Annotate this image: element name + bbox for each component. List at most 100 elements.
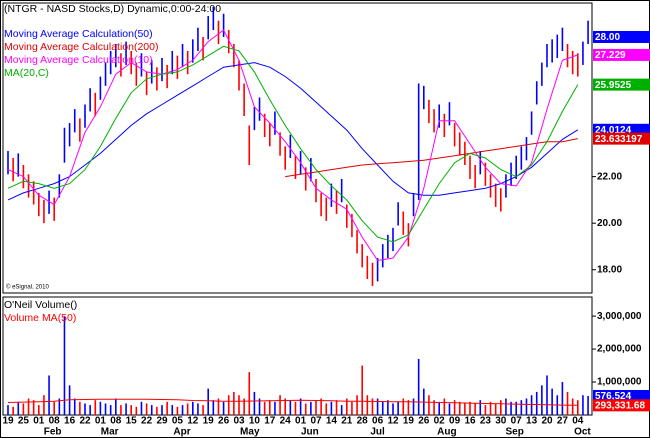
footnote: © eSignal, 2010 (6, 284, 49, 291)
volume-bar (566, 391, 569, 415)
volume-bar (73, 398, 76, 415)
y-tick-label: 22.00 (597, 171, 622, 182)
ma-value-box (593, 78, 650, 91)
volume-bar (535, 391, 538, 415)
volume-bar (181, 405, 184, 415)
x-tick-label: 06 (372, 416, 384, 427)
volume-bar (99, 401, 102, 415)
volume-bar (238, 395, 240, 415)
x-tick-label: 05 (172, 416, 184, 427)
volume-bar (27, 398, 30, 415)
volume-bar (38, 405, 40, 415)
y-tick-label: 3,000,000 (597, 311, 642, 322)
volume-bar (17, 401, 20, 415)
x-tick-label: 08 (49, 416, 61, 427)
x-tick-label: 04 (572, 416, 584, 427)
volume-bar (397, 401, 399, 415)
ma-volume-value: 293,331.68 (595, 400, 645, 411)
volume-bar (346, 398, 348, 415)
volume-bar (222, 401, 225, 415)
ma-value-box (593, 132, 650, 145)
volume-bar (525, 398, 528, 415)
volume-bar (381, 401, 384, 415)
ma-line (285, 138, 578, 178)
month-label: Oct (574, 427, 591, 438)
ma-value: 23.633197 (595, 134, 643, 145)
x-tick-label: 26 (218, 416, 230, 427)
y-tick-label: 18.00 (597, 264, 622, 275)
volume-bar (335, 400, 338, 415)
volume-title: O'Neil Volume() (4, 299, 77, 311)
volume-bar (500, 400, 502, 415)
volume-bar (135, 406, 138, 415)
ma-value-box (593, 48, 650, 61)
volume-bar (505, 398, 507, 415)
volume-bar (145, 403, 148, 415)
ma-volume-value-box (593, 399, 650, 412)
x-tick-label: 27 (557, 416, 569, 427)
y-tick-label: 2,000,000 (597, 344, 642, 355)
x-tick-label: 29 (156, 416, 168, 427)
x-tick-label: 13 (526, 416, 538, 427)
x-tick-label: 19 (403, 416, 415, 427)
ma-value: 25.9525 (595, 80, 632, 91)
volume-bar (22, 403, 25, 415)
volume-bar (279, 395, 281, 415)
y-tick-label: 20.00 (597, 218, 622, 229)
month-label: Sep (505, 427, 523, 438)
volume-bar (453, 400, 456, 415)
x-tick-label: 03 (233, 416, 245, 427)
volume-bar (207, 388, 209, 415)
month-label: Mar (101, 427, 119, 438)
volume-bar (269, 400, 271, 415)
x-tick-label: 12 (187, 416, 199, 427)
volume-bar (171, 405, 174, 415)
volume-bar (263, 401, 266, 415)
volume-bar (192, 401, 194, 415)
legend-entry: Volume MA(50) (4, 312, 76, 324)
volume-bar (63, 316, 66, 415)
volume-bar (489, 401, 492, 415)
volume-bar (79, 401, 81, 415)
volume-bar (186, 403, 189, 415)
volume-bar (366, 395, 369, 415)
volume-bar (289, 400, 292, 415)
ma-line (7, 45, 579, 243)
volume-bar (417, 358, 420, 415)
x-tick-label: 20 (541, 416, 553, 427)
x-tick-label: 17 (264, 416, 276, 427)
volume-bar (130, 405, 132, 415)
x-tick-label: 02 (434, 416, 446, 427)
volume-bar (12, 406, 14, 415)
x-tick-label: 07 (511, 416, 523, 427)
month-label: May (240, 427, 260, 438)
volume-bar (330, 401, 333, 415)
x-tick-label: 16 (64, 416, 76, 427)
volume-bar (43, 395, 45, 415)
volume-panel (2, 296, 593, 416)
price-panel (2, 2, 593, 294)
month-label: Jul (370, 427, 385, 438)
volume-bar (48, 375, 50, 415)
ma-value-box (593, 123, 650, 136)
x-tick-label: 10 (249, 416, 261, 427)
x-tick-label: 26 (418, 416, 430, 427)
x-tick-label: 12 (387, 416, 399, 427)
volume-bar (351, 401, 353, 415)
volume-bar (109, 405, 112, 415)
volume-bar (156, 406, 158, 415)
y-tick-label: 1,000,000 (597, 377, 642, 388)
volume-bar (84, 403, 86, 415)
volume-bar (315, 400, 317, 415)
volume-bar (392, 403, 394, 415)
volume-bar (115, 398, 117, 415)
volume-bar (58, 398, 61, 415)
ma-line (7, 398, 578, 406)
volume-bar (494, 403, 497, 415)
volume-bar (294, 401, 297, 415)
volume-bar (541, 385, 543, 415)
x-tick-label: 25 (18, 416, 30, 427)
volume-bar (520, 400, 523, 415)
month-label: Apr (173, 427, 190, 438)
